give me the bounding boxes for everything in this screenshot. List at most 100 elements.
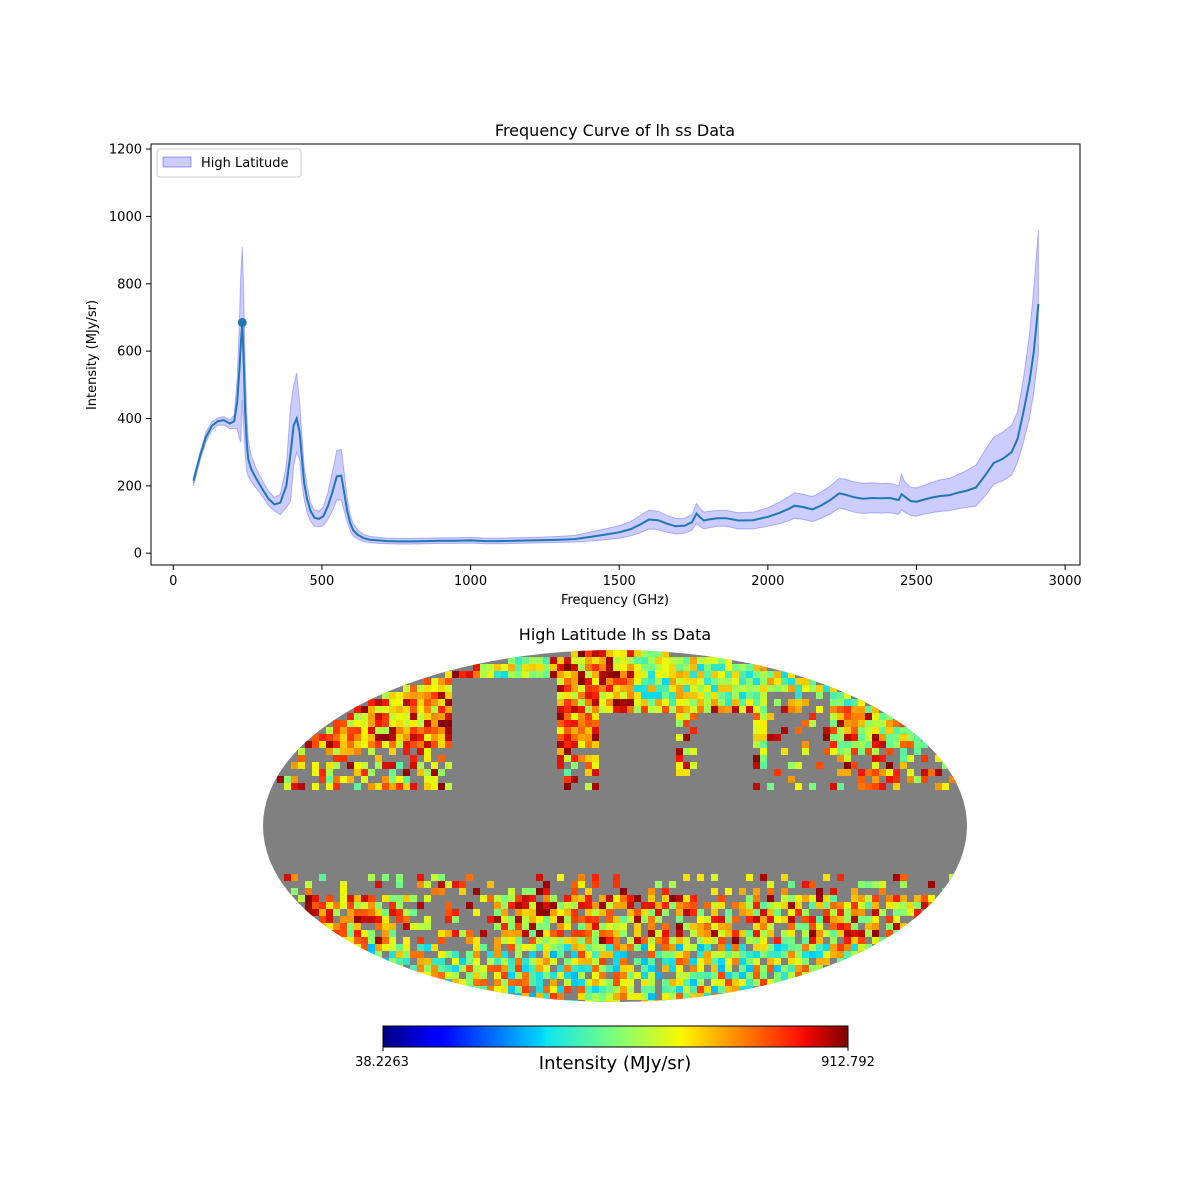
map-pixel — [480, 930, 487, 937]
map-pixel — [585, 657, 592, 664]
map-pixel — [508, 986, 515, 993]
map-pixel — [872, 713, 879, 720]
map-pixel — [683, 706, 690, 713]
map-pixel — [893, 895, 900, 902]
map-pixel — [739, 986, 746, 993]
map-pixel — [333, 930, 340, 937]
map-pixel — [858, 776, 865, 783]
map-pixel — [900, 720, 907, 727]
map-pixel — [648, 937, 655, 944]
map-pixel — [473, 965, 480, 972]
map-pixel — [501, 986, 508, 993]
map-pixel — [613, 692, 620, 699]
map-pixel — [788, 685, 795, 692]
map-pixel — [641, 664, 648, 671]
map-pixel — [753, 783, 760, 790]
map-pixel — [417, 699, 424, 706]
map-pixel — [725, 664, 732, 671]
map-pixel — [613, 706, 620, 713]
map-pixel — [403, 783, 410, 790]
map-pixel — [795, 706, 802, 713]
map-pixel — [396, 734, 403, 741]
map-pixel — [445, 671, 452, 678]
map-pixel — [606, 664, 613, 671]
map-pixel — [361, 937, 368, 944]
map-pixel — [347, 727, 354, 734]
map-pixel — [347, 909, 354, 916]
map-pixel — [585, 692, 592, 699]
map-pixel — [886, 720, 893, 727]
map-pixel — [606, 685, 613, 692]
map-pixel — [347, 762, 354, 769]
map-pixel — [417, 965, 424, 972]
map-pixel — [585, 706, 592, 713]
map-pixel — [900, 755, 907, 762]
map-pixel — [879, 727, 886, 734]
map-pixel — [767, 734, 774, 741]
map-pixel — [557, 720, 564, 727]
map-pixel — [746, 979, 753, 986]
map-pixel — [536, 979, 543, 986]
map-pixel — [816, 888, 823, 895]
map-pixel — [704, 944, 711, 951]
map-pixel — [368, 741, 375, 748]
map-pixel — [816, 972, 823, 979]
y-tick-label: 0 — [134, 547, 142, 562]
map-pixel — [893, 769, 900, 776]
map-pixel — [550, 986, 557, 993]
map-pixel — [599, 685, 606, 692]
map-pixel — [872, 741, 879, 748]
map-pixel — [718, 699, 725, 706]
map-pixel — [543, 944, 550, 951]
map-pixel — [935, 769, 942, 776]
map-pixel — [557, 727, 564, 734]
map-pixel — [382, 944, 389, 951]
map-pixel — [781, 965, 788, 972]
map-pixel — [564, 692, 571, 699]
map-pixel — [613, 699, 620, 706]
map-pixel — [788, 671, 795, 678]
map-pixel — [704, 706, 711, 713]
map-pixel — [858, 944, 865, 951]
map-pixel — [907, 909, 914, 916]
map-pixel — [382, 923, 389, 930]
map-pixel — [795, 699, 802, 706]
map-pixel — [403, 895, 410, 902]
map-pixel — [816, 762, 823, 769]
map-pixel — [823, 916, 830, 923]
map-pixel — [319, 741, 326, 748]
map-pixel — [550, 979, 557, 986]
map-pixel — [809, 930, 816, 937]
map-pixel — [578, 923, 585, 930]
map-pixel — [557, 944, 564, 951]
map-pixel — [347, 741, 354, 748]
map-pixel — [648, 979, 655, 986]
map-pixel — [697, 972, 704, 979]
map-pixel — [830, 713, 837, 720]
map-pixel — [788, 937, 795, 944]
map-pixel — [515, 979, 522, 986]
map-pixel — [536, 930, 543, 937]
map-pixel — [606, 916, 613, 923]
map-pixel — [410, 720, 417, 727]
map-pixel — [767, 902, 774, 909]
map-pixel — [424, 944, 431, 951]
map-pixel — [718, 965, 725, 972]
map-pixel — [711, 706, 718, 713]
map-pixel — [585, 741, 592, 748]
map-pixel — [522, 902, 529, 909]
map-pixel — [683, 972, 690, 979]
map-pixel — [284, 783, 291, 790]
map-pixel — [431, 713, 438, 720]
map-pixel — [494, 972, 501, 979]
map-pixel — [788, 678, 795, 685]
map-pixel — [704, 692, 711, 699]
map-pixel — [592, 909, 599, 916]
map-pixel — [487, 671, 494, 678]
map-pixel — [354, 902, 361, 909]
map-pixel — [333, 727, 340, 734]
colorbar: 38.2263 912.792 Intensity (MJy/sr) — [355, 1025, 875, 1074]
map-pixel — [711, 993, 718, 1000]
map-pixel — [438, 755, 445, 762]
map-pixel — [312, 783, 319, 790]
